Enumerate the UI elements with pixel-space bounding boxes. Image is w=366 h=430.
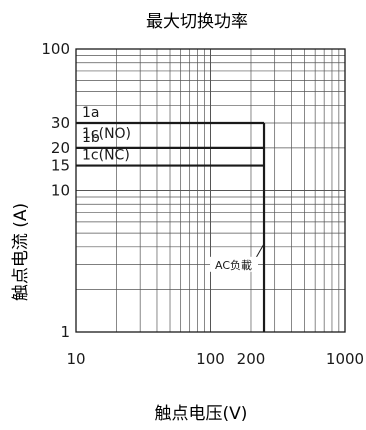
- chart-title: 最大切换功率: [146, 12, 248, 32]
- annotation-bg-0: [210, 256, 259, 272]
- y-tick-label-2: 15: [51, 157, 70, 175]
- plot-frame: [75, 48, 346, 333]
- series-label-1: 1c(NO): [82, 126, 131, 142]
- annotation-leader-0: [255, 243, 265, 259]
- plot-border: [75, 48, 346, 333]
- data-lines: [76, 121, 266, 332]
- annotations: AC负載: [210, 243, 265, 272]
- y-tick-label-4: 30: [51, 114, 70, 132]
- x-tick-label-2: 200: [237, 350, 266, 368]
- x-axis-title: 触点电压(V): [155, 404, 248, 424]
- y-axis-title: 触点电流 (A): [11, 203, 31, 301]
- y-tick-label-5: 100: [41, 40, 70, 58]
- y-tick-label-3: 20: [51, 139, 70, 157]
- series-label-0: 1a: [82, 105, 100, 121]
- series-label-2: 1b: [82, 130, 100, 146]
- grid: [76, 49, 345, 332]
- x-tick-label-0: 10: [66, 350, 85, 368]
- y-tick-label-0: 1: [60, 323, 70, 341]
- annotation-label-0: AC负載: [215, 258, 252, 272]
- x-tick-label-3: 1000: [326, 350, 364, 368]
- series-labels: 1a 1c(NO)1b 1c(NC): [82, 105, 131, 164]
- x-tick-label-1: 100: [196, 350, 225, 368]
- series-label-3: 1c(NC): [82, 148, 130, 164]
- y-tick-label-1: 10: [51, 182, 70, 200]
